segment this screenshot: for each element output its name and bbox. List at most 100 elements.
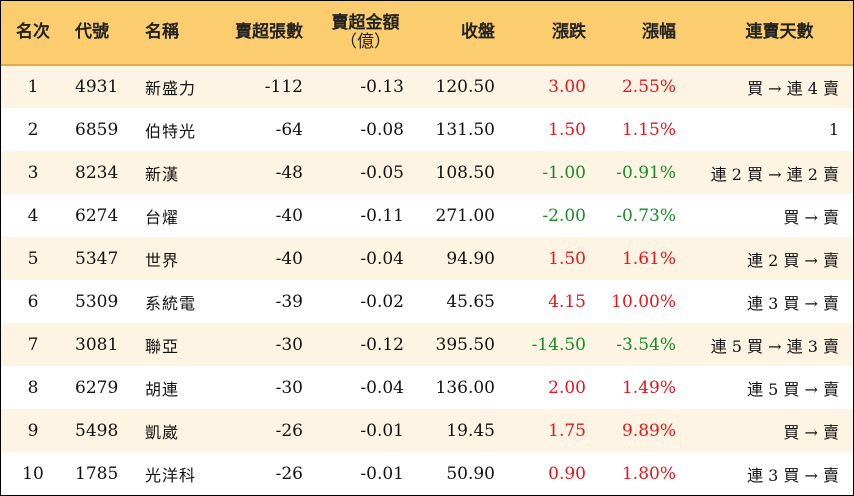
cell-sell-shares: -64 [275, 119, 303, 140]
table-row[interactable]: 1 4931 新盛力 -112 -0.13 120.50 3.00 2.55% 買 → 連 4 … [1, 65, 853, 108]
cell-change-pct: 9.89% [621, 420, 676, 441]
table-row[interactable]: 3 8234 新漢 -48 -0.05 108.50 -1.00 -0.91% 連 2 買 → … [1, 151, 853, 194]
cell-name: 聯亞 [145, 336, 180, 356]
cell-change: 1.50 [548, 248, 586, 269]
cell-rank: 1 [27, 77, 39, 97]
header-close[interactable]: 收盤 [414, 1, 505, 66]
header-change-pct[interactable]: 漲幅 [596, 1, 686, 66]
cell-change-pct: 1.49% [621, 377, 676, 398]
header-code[interactable]: 代號 [65, 1, 133, 66]
cell-rank: 8 [27, 377, 39, 398]
cell-rank: 3 [27, 162, 39, 183]
cell-sell-amount: -0.01 [360, 463, 404, 484]
cell-code: 8234 [75, 162, 119, 183]
header-sell-amount-line1: 賣超金額 [331, 12, 400, 33]
cell-change: 1.75 [548, 420, 586, 441]
cell-streak: 買 → 賣 [783, 422, 839, 442]
cell-close: 19.45 [446, 420, 495, 441]
cell-code: 1785 [75, 463, 119, 484]
cell-rank: 9 [27, 420, 39, 441]
cell-name: 光洋科 [145, 465, 197, 485]
cell-sell-shares: -39 [275, 291, 303, 312]
cell-sell-amount: -0.04 [360, 248, 404, 269]
cell-sell-shares: -112 [264, 77, 303, 97]
cell-sell-amount: -0.02 [360, 291, 404, 312]
cell-sell-shares: -40 [275, 248, 303, 269]
cell-name: 伯特光 [145, 121, 197, 141]
cell-rank: 7 [27, 334, 39, 355]
table-row[interactable]: 6 5309 系統電 -39 -0.02 45.65 4.15 10.00% 連 3 買 → 賣 [1, 280, 853, 323]
cell-change-pct: -0.73% [616, 205, 676, 226]
cell-close: 395.50 [435, 334, 495, 355]
cell-change-pct: -3.54% [616, 334, 676, 355]
cell-name: 系統電 [145, 293, 197, 313]
header-sell-shares[interactable]: 賣超張數 [211, 1, 313, 66]
table-row[interactable]: 2 6859 伯特光 -64 -0.08 131.50 1.50 1.15% 1 [1, 108, 853, 151]
cell-code: 5498 [75, 420, 119, 441]
cell-close: 131.50 [435, 119, 495, 140]
table-row[interactable]: 10 1785 光洋科 -26 -0.01 50.90 0.90 1.80% 連 3 買 → 賣 [1, 452, 853, 495]
cell-streak: 1 [828, 120, 839, 139]
header-rank[interactable]: 名次 [1, 1, 65, 66]
cell-sell-amount: -0.05 [360, 162, 404, 183]
cell-change: 1.50 [548, 119, 586, 140]
cell-name: 胡連 [145, 379, 180, 399]
cell-sell-amount: -0.04 [360, 377, 404, 398]
cell-name: 凱崴 [145, 422, 180, 442]
cell-change: -1.00 [542, 162, 586, 183]
cell-name: 新漢 [145, 164, 180, 184]
table-body: 1 4931 新盛力 -112 -0.13 120.50 3.00 2.55% 買 → 連 4 … [1, 65, 853, 495]
cell-code: 6859 [75, 119, 119, 140]
cell-change: -2.00 [542, 205, 586, 226]
table-row[interactable]: 4 6274 台燿 -40 -0.11 271.00 -2.00 -0.73% 買 → 賣 [1, 194, 853, 237]
cell-streak: 連 3 買 → 賣 [747, 293, 839, 313]
cell-streak: 買 → 連 4 賣 [747, 79, 839, 98]
cell-name: 台燿 [145, 207, 180, 227]
header-name[interactable]: 名稱 [133, 1, 211, 66]
cell-change: 3.00 [548, 77, 586, 97]
cell-streak: 連 2 買 → 連 2 賣 [710, 164, 839, 184]
table-row[interactable]: 5 5347 世界 -40 -0.04 94.90 1.50 1.61% 連 2 買 → 賣 [1, 237, 853, 280]
cell-change-pct: 2.55% [621, 77, 676, 97]
cell-streak: 連 5 買 → 連 3 賣 [710, 336, 839, 356]
cell-change: 4.15 [548, 291, 586, 312]
cell-rank: 5 [27, 248, 39, 269]
cell-streak: 買 → 賣 [783, 207, 839, 227]
cell-sell-shares: -30 [275, 377, 303, 398]
cell-sell-shares: -26 [275, 420, 303, 441]
cell-close: 108.50 [435, 162, 495, 183]
header-change[interactable]: 漲跌 [505, 1, 596, 66]
cell-code: 6274 [75, 205, 119, 226]
cell-close: 94.90 [446, 248, 495, 269]
cell-name: 新盛力 [145, 79, 197, 98]
cell-sell-amount: -0.11 [360, 205, 404, 226]
cell-rank: 6 [27, 291, 39, 312]
header-row: 名次 代號 名稱 賣超張數 賣超金額 （億） 收盤 漲跌 漲幅 連賣天數 [1, 1, 853, 66]
cell-code: 4931 [75, 77, 119, 97]
cell-close: 45.65 [446, 291, 495, 312]
cell-close: 271.00 [435, 205, 495, 226]
cell-change-pct: 1.15% [621, 119, 676, 140]
cell-streak: 連 2 買 → 賣 [747, 250, 839, 270]
cell-close: 136.00 [435, 377, 495, 398]
header-sell-amount[interactable]: 賣超金額 （億） [313, 1, 414, 66]
cell-code: 6279 [75, 377, 119, 398]
cell-sell-shares: -40 [275, 205, 303, 226]
cell-change: 0.90 [548, 463, 586, 484]
cell-change-pct: 1.80% [621, 463, 676, 484]
table-row[interactable]: 7 3081 聯亞 -30 -0.12 395.50 -14.50 -3.54% 連 5 買 →… [1, 323, 853, 366]
cell-close: 50.90 [446, 463, 495, 484]
cell-rank: 2 [27, 119, 39, 140]
header-streak[interactable]: 連賣天數 [686, 1, 853, 66]
table-row[interactable]: 9 5498 凱崴 -26 -0.01 19.45 1.75 9.89% 買 → 賣 [1, 409, 853, 452]
cell-change-pct: -0.91% [616, 162, 676, 183]
cell-change: 2.00 [548, 377, 586, 398]
cell-code: 5347 [75, 248, 119, 269]
cell-sell-amount: -0.01 [360, 420, 404, 441]
table-row[interactable]: 8 6279 胡連 -30 -0.04 136.00 2.00 1.49% 連 5 買 → 賣 [1, 366, 853, 409]
cell-sell-shares: -48 [275, 162, 303, 183]
cell-sell-amount: -0.08 [360, 119, 404, 140]
cell-rank: 4 [27, 205, 39, 226]
